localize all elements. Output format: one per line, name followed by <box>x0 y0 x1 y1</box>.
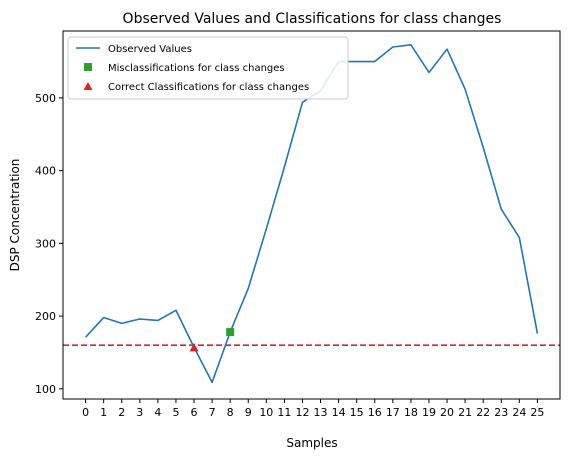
x-tick-label: 19 <box>422 406 436 419</box>
plot-frame <box>62 30 561 400</box>
x-tick-label: 22 <box>476 406 490 419</box>
x-tick-label: 10 <box>259 406 273 419</box>
legend: Observed Values Misclassifications for c… <box>67 36 349 100</box>
x-tick-label: 12 <box>295 406 309 419</box>
y-axis-title: DSP Concentration <box>8 159 22 272</box>
y-tick-label: 100 <box>35 383 56 396</box>
x-tick-label: 3 <box>136 406 143 419</box>
x-tick-label: 17 <box>386 406 400 419</box>
x-tick-label: 2 <box>118 406 125 419</box>
x-tick-label: 0 <box>82 406 89 419</box>
x-tick-label: 21 <box>458 406 472 419</box>
x-tick-label: 11 <box>277 406 291 419</box>
x-tick-label: 20 <box>440 406 454 419</box>
x-tick-label: 15 <box>350 406 364 419</box>
y-axis: 100 200 300 400 500 <box>35 92 63 396</box>
x-tick-label: 5 <box>172 406 179 419</box>
x-tick-label: 9 <box>245 406 252 419</box>
x-tick-label: 4 <box>154 406 161 419</box>
legend-box <box>67 36 349 100</box>
correct-classification-marker <box>189 342 199 352</box>
x-tick-label: 7 <box>209 406 216 419</box>
y-tick-label: 300 <box>35 237 56 250</box>
legend-label-correct-classifications: Correct Classifications for class change… <box>108 82 309 93</box>
x-tick-label: 1 <box>100 406 107 419</box>
x-tick-label: 18 <box>404 406 418 419</box>
legend-swatch-correct-classifications <box>83 82 93 90</box>
x-tick-label: 14 <box>332 406 346 419</box>
misclassification-marker <box>226 328 235 337</box>
x-axis-title: Samples <box>286 436 337 450</box>
y-tick-label: 400 <box>35 165 56 178</box>
legend-label-observed-values: Observed Values <box>108 44 192 55</box>
legend-label-misclassifications: Misclassifications for class changes <box>108 63 285 74</box>
legend-swatch-misclassifications <box>84 63 92 71</box>
x-tick-label: 13 <box>314 406 328 419</box>
chart-title: Observed Values and Classifications for … <box>123 11 502 27</box>
x-axis: 0 1 2 3 4 5 6 7 8 9 10 11 12 13 14 15 16 17 18 19 20 21 22 23 24… <box>82 399 544 419</box>
x-tick-label: 25 <box>530 406 544 419</box>
x-tick-label: 23 <box>494 406 508 419</box>
x-tick-label: 16 <box>368 406 382 419</box>
y-tick-label: 200 <box>35 310 56 323</box>
x-tick-label: 6 <box>191 406 198 419</box>
x-tick-label: 24 <box>512 406 526 419</box>
y-tick-label: 500 <box>35 92 56 105</box>
x-tick-label: 8 <box>227 406 234 419</box>
